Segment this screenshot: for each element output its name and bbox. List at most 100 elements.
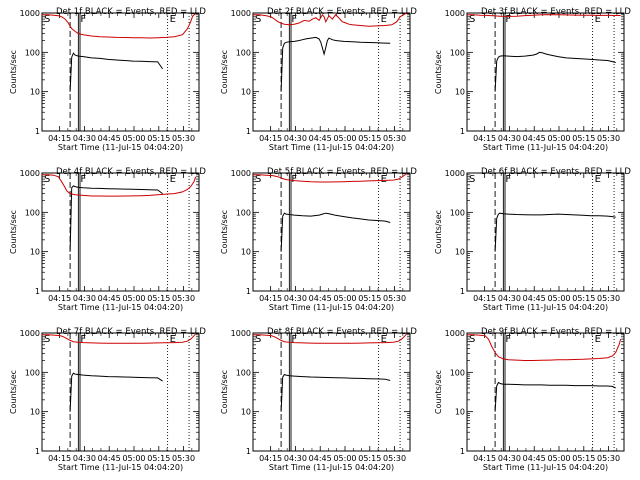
x-tick-label: 05:30 (383, 454, 406, 463)
x-axis-label: Start Time (11-Jul-15 04:04:20) (483, 463, 608, 472)
x-tick-label: 05:30 (383, 134, 406, 143)
x-tick-label: 04:15 (473, 134, 496, 143)
lld-series-line (42, 13, 196, 39)
y-tick-label: 10 (241, 408, 251, 417)
x-tick-label: 04:30 (73, 294, 96, 303)
time-marker-e: E (170, 14, 176, 25)
plot-frame (41, 332, 200, 452)
x-tick-label: 05:15 (572, 294, 595, 303)
y-axis-label: Counts/sec (220, 210, 229, 254)
x-tick-label: 04:30 (73, 134, 96, 143)
events-series-line (494, 381, 616, 412)
plot-frame (466, 12, 625, 132)
y-axis-label: Counts/sec (9, 210, 18, 254)
y-tick-label: 1000 (445, 169, 465, 178)
time-marker-f: F (505, 14, 511, 25)
x-tick-label: 05:00 (547, 294, 570, 303)
chart-panel-6: Det 6f BLACK = Events, RED = LLD 1 10 100 10… (434, 167, 631, 312)
plot-frame (466, 172, 625, 292)
time-marker-e: E (595, 14, 601, 25)
chart-panel-9: Det 9f BLACK = Events, RED = LLD 1 10 100 10… (434, 327, 631, 472)
y-tick-label: 1000 (231, 9, 251, 18)
x-tick-label: 05:30 (597, 134, 620, 143)
time-marker-f: F (80, 14, 86, 25)
y-tick-label: 1 (460, 287, 465, 296)
x-axis-label: Start Time (11-Jul-15 04:04:20) (269, 463, 394, 472)
x-tick-label: 04:15 (473, 294, 496, 303)
x-tick-label: 04:45 (98, 134, 121, 143)
x-tick-label: 04:45 (98, 294, 121, 303)
y-tick-label: 10 (455, 88, 465, 97)
time-marker-s: S (44, 174, 50, 185)
y-tick-label: 1000 (20, 9, 40, 18)
y-tick-label: 100 (450, 208, 465, 217)
y-axis-label: Counts/sec (434, 210, 443, 254)
chart-title: Det 3f BLACK = Events, RED = LLD (481, 7, 631, 17)
y-tick-label: 100 (236, 48, 251, 57)
time-marker-s: S (44, 334, 50, 345)
time-marker-e: E (381, 14, 387, 25)
y-tick-label: 10 (455, 248, 465, 257)
chart-panel-5: Det 5f BLACK = Events, RED = LLD 1 10 100 10… (220, 167, 417, 312)
x-tick-label: 05:15 (147, 134, 170, 143)
time-marker-s: S (255, 14, 261, 25)
x-tick-label: 04:30 (284, 454, 307, 463)
x-tick-label: 05:00 (547, 454, 570, 463)
plot-frame (41, 172, 200, 292)
y-tick-label: 1 (246, 127, 251, 136)
x-tick-label: 04:30 (498, 134, 521, 143)
y-tick-label: 1000 (445, 329, 465, 338)
y-tick-label: 1000 (231, 169, 251, 178)
x-tick-label: 05:00 (333, 134, 356, 143)
x-tick-label: 04:30 (498, 454, 521, 463)
chart-title: Det 9f BLACK = Events, RED = LLD (481, 327, 631, 337)
time-marker-e: E (595, 174, 601, 185)
x-tick-label: 04:15 (48, 454, 71, 463)
time-marker-s: S (469, 174, 475, 185)
y-tick-label: 10 (241, 248, 251, 257)
x-axis-label: Start Time (11-Jul-15 04:04:20) (58, 463, 183, 472)
x-tick-label: 05:15 (572, 454, 595, 463)
chart-title: Det 7f BLACK = Events, RED = LLD (56, 327, 206, 337)
y-axis-label: Counts/sec (434, 370, 443, 414)
events-series-line (494, 212, 616, 252)
x-tick-label: 05:00 (122, 134, 145, 143)
chart-panel-8: Det 8f BLACK = Events, RED = LLD 1 10 100 10… (220, 327, 417, 472)
chart-panel-7: Det 7f BLACK = Events, RED = LLD 1 10 100 10… (9, 327, 206, 472)
x-tick-label: 05:00 (333, 294, 356, 303)
y-tick-label: 1 (460, 127, 465, 136)
lld-series-line (467, 14, 621, 17)
time-marker-s: S (469, 334, 475, 345)
y-tick-label: 10 (30, 248, 40, 257)
lld-series-line (253, 173, 407, 183)
x-tick-label: 04:15 (259, 134, 282, 143)
events-series-line (69, 372, 163, 412)
y-tick-label: 10 (241, 88, 251, 97)
x-axis-label: Start Time (11-Jul-15 04:04:20) (58, 303, 183, 312)
time-marker-e: E (170, 334, 176, 345)
lld-series-line (253, 333, 408, 344)
events-series-line (280, 36, 391, 92)
x-tick-label: 04:15 (48, 294, 71, 303)
lld-series-line (42, 333, 197, 344)
x-tick-label: 05:15 (358, 294, 381, 303)
x-tick-label: 04:30 (284, 134, 307, 143)
chart-panel-4: Det 4f BLACK = Events, RED = LLD 1 10 100 10… (9, 167, 206, 312)
y-tick-label: 1000 (445, 9, 465, 18)
x-tick-label: 05:30 (172, 134, 195, 143)
y-tick-label: 1000 (20, 329, 40, 338)
x-tick-label: 05:00 (547, 134, 570, 143)
plot-frame (252, 12, 411, 132)
y-tick-label: 100 (236, 208, 251, 217)
y-tick-label: 1000 (231, 329, 251, 338)
x-tick-label: 05:15 (147, 454, 170, 463)
lld-series-line (42, 174, 197, 197)
y-axis-label: Counts/sec (9, 370, 18, 414)
x-tick-label: 04:30 (498, 294, 521, 303)
x-tick-label: 04:45 (98, 454, 121, 463)
time-marker-f: F (80, 174, 86, 185)
time-marker-s: S (44, 14, 50, 25)
y-tick-label: 100 (450, 48, 465, 57)
x-axis-label: Start Time (11-Jul-15 04:04:20) (269, 143, 394, 152)
